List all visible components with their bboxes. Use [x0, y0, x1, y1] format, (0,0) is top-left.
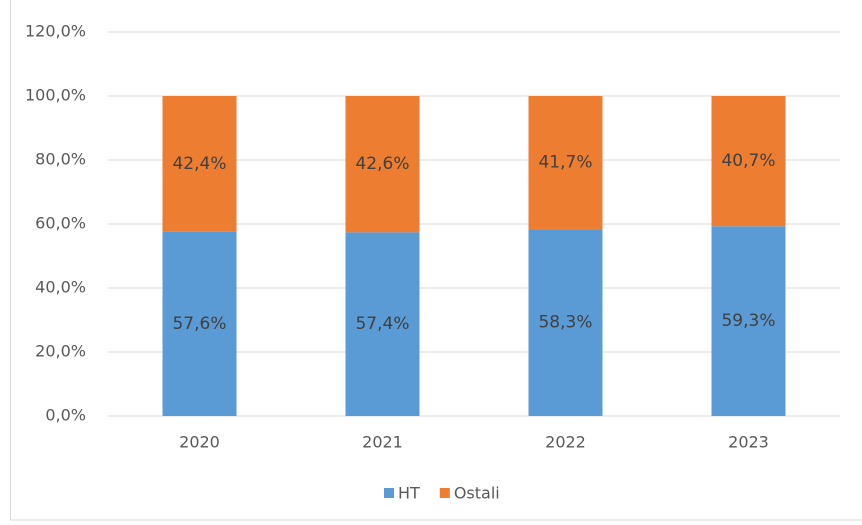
bar-segment — [528, 96, 603, 230]
data-label: 42,6% — [355, 154, 409, 174]
data-label: 42,4% — [172, 154, 226, 174]
bar-segment — [711, 226, 786, 416]
y-tick-label: 40,0% — [35, 278, 86, 297]
x-tick-label: 2021 — [362, 433, 403, 452]
legend-swatch — [384, 488, 394, 498]
data-label: 58,3% — [538, 313, 592, 333]
data-label: 57,4% — [355, 314, 409, 334]
y-tick-label: 20,0% — [35, 342, 86, 361]
bar-segment — [711, 96, 786, 227]
x-tick-label: 2023 — [728, 433, 769, 452]
x-tick-label: 2020 — [179, 433, 220, 452]
data-label: 40,7% — [721, 151, 775, 171]
bar-segment — [528, 229, 603, 416]
legend-label: Ostali — [454, 484, 500, 503]
data-label: 57,6% — [172, 314, 226, 334]
chart-border — [10, 0, 862, 521]
y-tick-label: 120,0% — [25, 22, 86, 41]
y-tick-label: 60,0% — [35, 214, 86, 233]
data-label: 59,3% — [721, 311, 775, 331]
y-tick-label: 100,0% — [25, 86, 86, 105]
bar-segment — [162, 96, 237, 232]
legend-label: HT — [398, 484, 420, 503]
y-tick-label: 80,0% — [35, 150, 86, 169]
legend-swatch — [439, 488, 450, 498]
x-tick-label: 2022 — [545, 433, 586, 452]
bar-segment — [345, 96, 420, 233]
data-label: 41,7% — [538, 153, 592, 173]
y-tick-label: 0,0% — [45, 406, 86, 425]
bar-segment — [162, 231, 237, 416]
bar-segment — [345, 232, 420, 416]
